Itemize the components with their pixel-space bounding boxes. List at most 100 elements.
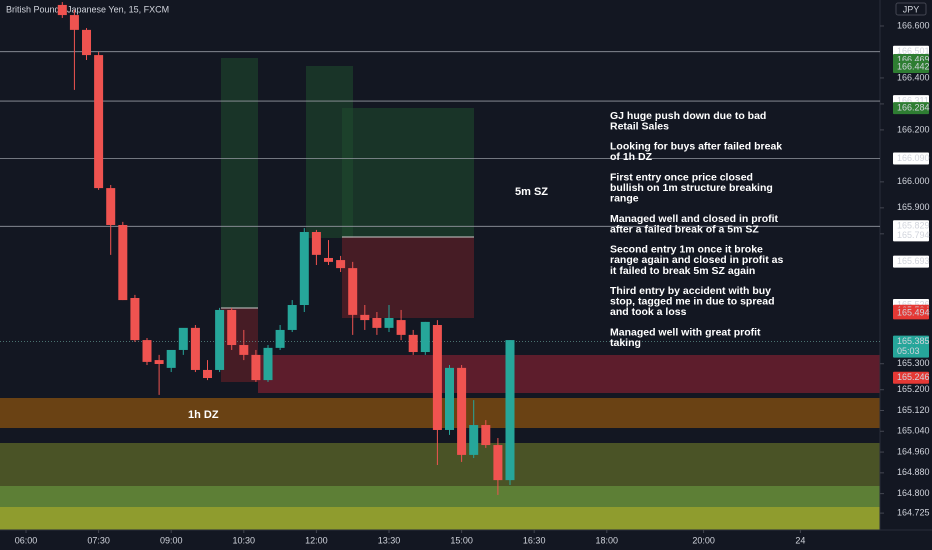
candle-body [263,347,273,381]
y-tick-label: 166.400 [897,72,930,82]
candle-body [190,327,200,370]
note-line: First entry once price closed [610,171,753,183]
x-tick-label: 12:00 [305,535,328,545]
candle-body [215,309,225,370]
note-line: Third entry by accident with buy [610,285,771,297]
price-tag-label: 166.090 [897,153,930,163]
candle-body [360,314,370,321]
price-tag-label: 165.829 [897,221,930,231]
chart-title: British Pound / Japanese Yen, 15, FXCM [6,4,169,14]
price-tag [893,152,929,165]
candle-body [408,334,418,353]
y-tick-label: 165.200 [897,384,930,394]
note-line: GJ huge push down due to bad [610,110,766,122]
note-line: stop, tagged me in due to spread [610,296,775,308]
drawings [0,58,880,530]
y-tick-label: 166.000 [897,176,930,186]
candle-body [372,318,382,328]
zone-label: 5m SZ [515,186,548,198]
x-tick-label: 10:30 [233,535,256,545]
zone-olive [0,443,880,486]
candle-body [444,367,454,430]
x-tick-label: 09:00 [160,535,183,545]
note-line: after a failed break of a 5m SZ [610,223,759,235]
x-tick-label: 06:00 [15,535,38,545]
x-tick-label: 13:30 [378,535,401,545]
candle-body [420,321,430,353]
candle-body [251,354,261,381]
y-tick-label: 166.600 [897,20,930,30]
candle-body [481,425,491,446]
y-tick-label: 165.120 [897,405,930,415]
candle-body [311,232,321,255]
candle-body [106,188,116,225]
price-tag-label: 165.494 [897,308,930,318]
price-tag-label: 165.526 [897,299,930,309]
candle-body [384,318,394,328]
long-stop [342,237,474,318]
note-line: Looking for buys after failed break [610,141,782,153]
y-tick-label: 164.880 [897,467,930,477]
candle-body [287,305,297,330]
candle-body [178,327,188,350]
note-line: of 1h DZ [610,151,653,163]
x-tick-label: 20:00 [692,535,715,545]
candle-body [57,4,67,16]
zone-yellow [0,507,880,530]
candle-body [154,360,164,364]
price-tag-label: 165.794 [897,230,930,240]
note-line: Managed well with great profit [610,326,761,338]
y-tick-label: 164.800 [897,488,930,498]
zone-label: 1h DZ [188,409,219,421]
y-tick-label: 165.900 [897,202,930,212]
candle-body [82,29,92,56]
price-tag-label: 165.385 [897,336,930,346]
currency-box [895,2,927,16]
candle-body [94,55,104,189]
candle-body [118,224,128,301]
note-line: bullish on 1m structure breaking [610,182,773,194]
price-tag [893,307,929,320]
y-tick-label: 164.725 [897,507,930,517]
note-line: and took a loss [610,306,687,318]
price-tag [893,61,929,74]
price-tag [893,335,929,358]
candle-body [469,425,479,455]
candle-body [69,15,79,30]
candle-body [324,257,334,262]
note-line: range again and closed in profit as [610,254,783,266]
candle-body [348,268,358,315]
x-tick-label: 24 [795,535,805,545]
long-target [342,108,474,237]
currency: JPY [903,4,920,14]
note-line: range [610,193,639,205]
price-tag [893,255,929,268]
x-tick-label: 16:30 [523,535,546,545]
candle-body [142,340,152,362]
price-tag-label: 166.442 [897,61,930,71]
price-axis [880,0,932,550]
long-target [221,58,258,308]
zone-green [0,486,880,507]
candle-body [457,367,467,455]
countdown: 05:03 [897,346,920,356]
y-tick-label: 165.300 [897,358,930,368]
note-line: Second entry 1m once it broke [610,244,763,256]
note-line: Retail Sales [610,120,669,132]
candle-body [493,445,503,481]
note-line: it failed to break 5m SZ again [610,265,755,277]
y-tick-label: 166.200 [897,124,930,134]
y-tick-label: 164.960 [897,446,930,456]
note-line: taking [610,337,641,349]
x-tick-label: 18:00 [596,535,619,545]
candle-body [396,320,406,335]
price-tag [893,102,929,115]
candle-body [275,329,285,348]
candle-body [505,340,515,481]
candle-body [227,309,237,346]
candle-body [130,297,140,341]
candle-body [239,345,249,355]
price-tag-label: 166.501 [897,46,930,56]
price-tag-label: 166.469 [897,54,930,64]
